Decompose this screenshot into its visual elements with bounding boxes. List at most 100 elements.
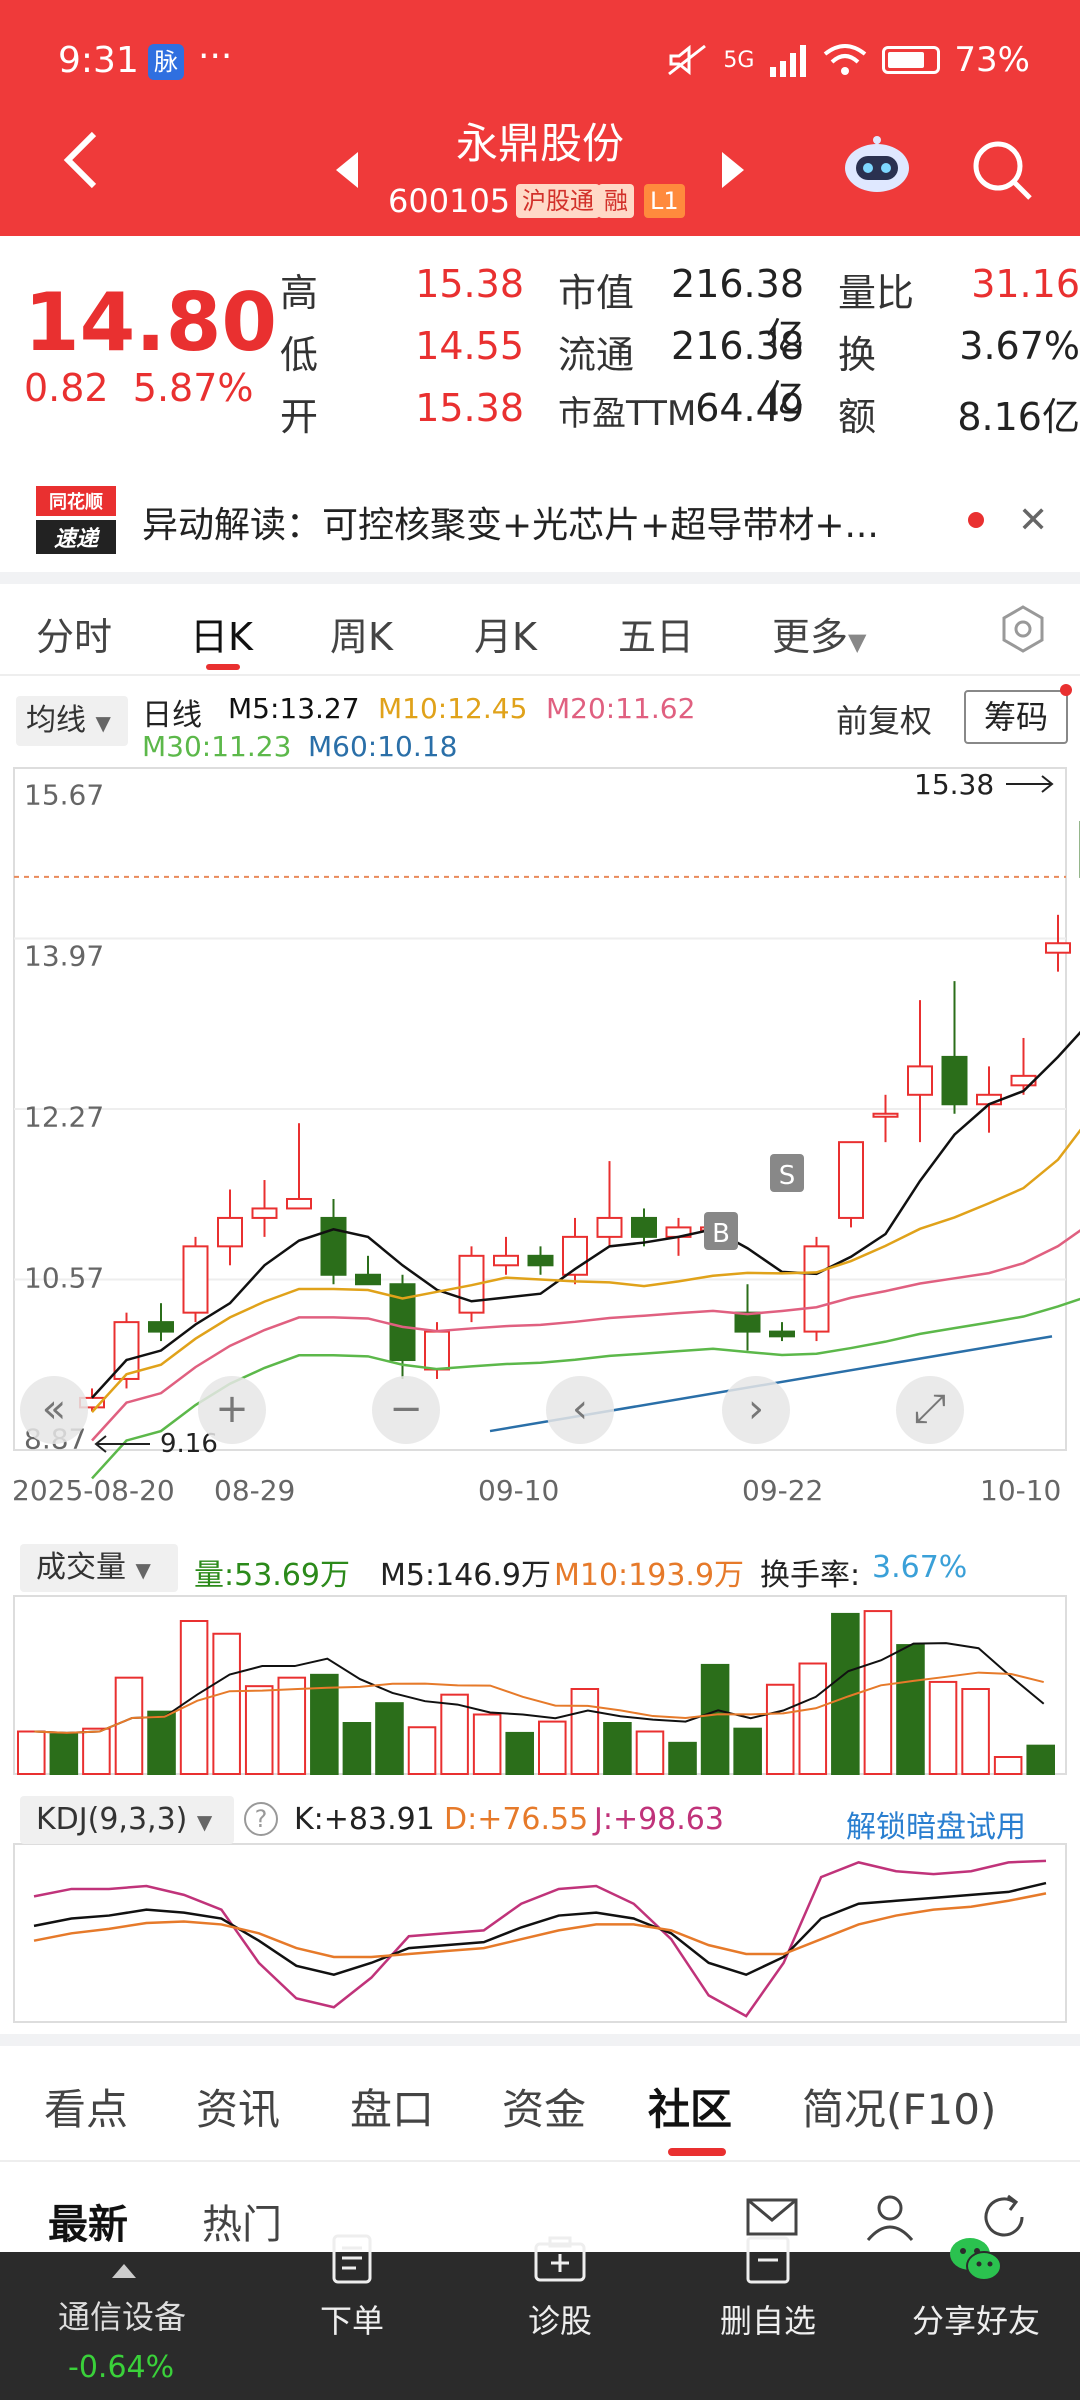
tab-community[interactable]: 社区 [648, 2085, 733, 2134]
unlock-link[interactable]: 解锁暗盘试用 [846, 1810, 1026, 1845]
volume-bar [635, 1730, 665, 1775]
volume-bar [603, 1722, 632, 1775]
candle-body [217, 1216, 243, 1248]
volume-bar [538, 1720, 567, 1775]
subtab-hot[interactable]: 热门 [202, 2202, 282, 2248]
tab-f10[interactable]: 简况(F10) [802, 2085, 997, 2134]
change-value: 0.82 [24, 366, 109, 410]
remove-watchlist-icon [746, 2236, 790, 2284]
ma5-line [91, 1030, 1080, 1399]
tab-five-day[interactable]: 五日 [618, 615, 695, 659]
volume-bar [928, 1680, 958, 1776]
mail-icon[interactable] [744, 2190, 800, 2244]
scroll-left-icon: ‹ [572, 1386, 588, 1432]
high-price-label: 15.38 [914, 768, 994, 801]
sell-marker: S [779, 1161, 796, 1191]
adjust-mode[interactable]: 前复权 [836, 702, 933, 740]
chevron-down-icon: ▼ [196, 1810, 213, 1834]
value-mktcap: 216.38亿 [671, 262, 804, 359]
volume-bar [375, 1702, 404, 1776]
chart-controls[interactable]: « + − ‹ › ⤢ [20, 1376, 964, 1444]
chip-badge-dot [1060, 684, 1072, 696]
chip-button[interactable]: 筹码 [964, 690, 1068, 744]
tab-funds[interactable]: 资金 [502, 2085, 587, 2134]
buy-marker-box [704, 1212, 738, 1250]
robot-assistant-icon[interactable] [842, 136, 912, 196]
candle-body [941, 1055, 968, 1106]
next-stock-icon[interactable] [722, 152, 744, 188]
subtab-latest[interactable]: 最新 [48, 2202, 128, 2248]
kdj-d-line [33, 1892, 1047, 1959]
status-app-badge: 脉 [148, 44, 184, 80]
ma60-label: M60:10.18 [308, 730, 458, 763]
volume-select[interactable]: 成交量 ▼ [20, 1544, 178, 1592]
tab-monthly-k[interactable]: 月K [474, 615, 537, 659]
tag-hgt: 沪股通 [516, 184, 600, 218]
volume-bar [244, 1685, 274, 1776]
sell-marker-box [770, 1154, 804, 1192]
signal-icon [770, 45, 807, 77]
kline-type: 日线 [142, 698, 202, 733]
tab-highlights[interactable]: 看点 [44, 2085, 129, 2134]
fullscreen-button[interactable] [896, 1376, 964, 1444]
value-pe: 64.49 [695, 386, 804, 430]
ma30-label: M30:11.23 [142, 730, 292, 763]
order-button[interactable]: 下单 [262, 2230, 442, 2342]
news-text[interactable]: 异动解读：可控核聚变+光芯片+超导带材+... [142, 505, 879, 546]
diagnose-button[interactable]: 诊股 [470, 2230, 650, 2342]
candle-body [424, 1330, 450, 1371]
close-icon[interactable]: ✕ [1018, 500, 1049, 541]
tab-more-label: 更多 [772, 615, 849, 659]
news-logo-top: 同花顺 [49, 491, 103, 513]
ma10-line [91, 1128, 1080, 1413]
settings-icon[interactable] [998, 604, 1048, 654]
user-icon[interactable] [862, 2190, 918, 2244]
zoom-out-button[interactable] [372, 1376, 440, 1444]
kline-chart[interactable]: 15.6713.9712.2710.578.8715.389.16BS2025-… [0, 760, 1080, 2040]
sector-name[interactable]: 通信设备 [58, 2298, 187, 2336]
volume-m10: M10:193.9万 [554, 1558, 745, 1593]
scroll-left-button[interactable] [546, 1376, 614, 1444]
ma-select[interactable]: 均线 ▼ [16, 696, 128, 746]
tab-weekly-k[interactable]: 周K [330, 615, 393, 659]
help-icon[interactable]: ? [244, 1802, 278, 1836]
tab-news[interactable]: 资讯 [196, 2085, 281, 2134]
stock-code: 600105 [388, 182, 511, 220]
candle-body [872, 1112, 899, 1118]
prev-stock-icon[interactable] [336, 152, 358, 188]
zoom-in-button[interactable] [198, 1376, 266, 1444]
share-button[interactable]: 分享好友 [886, 2230, 1066, 2342]
x-tick-label: 2025-08-20 [12, 1474, 175, 1507]
remove-watchlist-button[interactable]: 删自选 [678, 2230, 858, 2342]
volume-bars [17, 1610, 1055, 1776]
scroll-left-fast-button[interactable] [20, 1376, 88, 1444]
kdj-select[interactable]: KDJ(9,3,3) ▼ [20, 1796, 234, 1844]
tag-l1: L1 [644, 184, 685, 218]
volume-bar [49, 1733, 79, 1775]
chevron-up-icon[interactable] [112, 2264, 136, 2278]
volume-bar [961, 1688, 990, 1775]
tab-intraday[interactable]: 分时 [36, 615, 113, 659]
y-tick-label: 15.67 [24, 779, 104, 812]
refresh-icon[interactable] [976, 2190, 1032, 2244]
volume-bar [668, 1741, 697, 1775]
candle-body [182, 1245, 209, 1314]
change-pct: 5.87% [132, 366, 254, 410]
tab-orderbook[interactable]: 盘口 [350, 2085, 435, 2134]
candle-body [769, 1330, 795, 1338]
tab-daily-k[interactable]: 日K [190, 615, 253, 659]
battery-label: 73% [954, 40, 1030, 80]
volume-bar [700, 1663, 730, 1776]
zoom-in-icon: + [215, 1386, 249, 1432]
search-icon[interactable] [970, 138, 1034, 202]
candle-body [355, 1273, 381, 1286]
volume-bar [863, 1610, 893, 1775]
tab-more[interactable]: 更多▼ [772, 606, 866, 661]
turnover-label: 换手率: [760, 1558, 861, 1593]
back-icon[interactable] [60, 130, 100, 190]
label-float: 流通 [558, 333, 635, 377]
volume-bar [310, 1673, 339, 1775]
scroll-right-button[interactable] [722, 1376, 790, 1444]
x-tick-label: 10-10 [980, 1474, 1061, 1507]
tab-active-indicator [206, 664, 240, 670]
